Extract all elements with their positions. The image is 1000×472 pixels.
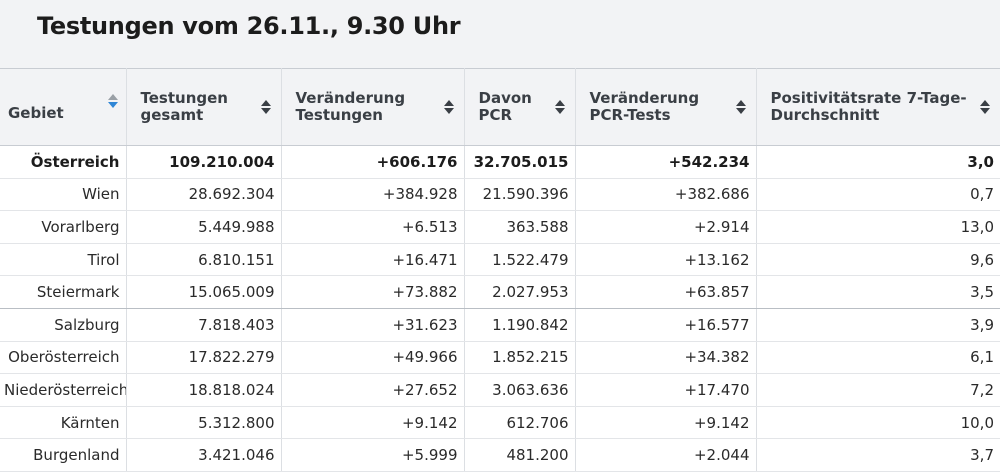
column-header-positivitaetsrate[interactable]: Positivitätsrate 7-Tage-Durchschnitt <box>756 68 1000 146</box>
page-title: Testungen vom 26.11., 9.30 Uhr <box>37 12 461 40</box>
testungen-table: Gebiet Testungen gesamt Veränderung Test… <box>0 68 1000 472</box>
cell-testungen: 5.312.800 <box>126 406 282 440</box>
cell-pcr: 2.027.953 <box>464 275 576 309</box>
sort-arrows-icon[interactable] <box>554 99 565 115</box>
column-header-label: Testungen gesamt <box>140 89 228 124</box>
cell-testungen: 3.421.046 <box>126 438 282 472</box>
table-row: Salzburg 7.818.403 +31.623 1.190.842 +16… <box>0 308 1000 342</box>
cell-testungen: 7.818.403 <box>126 308 282 342</box>
table-row: Steiermark 15.065.009 +73.882 2.027.953 … <box>0 275 1000 309</box>
column-header-label: Veränderung Testungen <box>295 89 406 124</box>
cell-gebiet: Vorarlberg <box>0 210 127 244</box>
cell-gebiet: Burgenland <box>0 438 127 472</box>
sort-arrows-icon[interactable] <box>107 93 118 109</box>
cell-testungen: 6.810.151 <box>126 243 282 277</box>
cell-gebiet: Niederösterreich <box>0 373 127 407</box>
cell-pcr-veraenderung: +13.162 <box>575 243 757 277</box>
cell-veraenderung: +6.513 <box>281 210 465 244</box>
title-bar: Testungen vom 26.11., 9.30 Uhr <box>0 0 1000 68</box>
cell-pcr-veraenderung: +542.234 <box>575 145 757 179</box>
cell-pcr-veraenderung: +2.044 <box>575 438 757 472</box>
table-row: Niederösterreich 18.818.024 +27.652 3.06… <box>0 373 1000 407</box>
cell-pcr: 1.852.215 <box>464 341 576 375</box>
cell-pcr-veraenderung: +17.470 <box>575 373 757 407</box>
cell-pcr-veraenderung: +63.857 <box>575 275 757 309</box>
sort-arrows-icon[interactable] <box>443 99 454 115</box>
cell-pcr: 1.522.479 <box>464 243 576 277</box>
cell-pcr: 481.200 <box>464 438 576 472</box>
cell-veraenderung: +5.999 <box>281 438 465 472</box>
sort-arrows-icon[interactable] <box>260 99 271 115</box>
cell-rate: 13,0 <box>756 210 1000 244</box>
cell-veraenderung: +73.882 <box>281 275 465 309</box>
cell-rate: 3,5 <box>756 275 1000 309</box>
column-header-label: Gebiet <box>8 103 64 122</box>
table-row: Tirol 6.810.151 +16.471 1.522.479 +13.16… <box>0 243 1000 277</box>
cell-gebiet: Wien <box>0 178 127 212</box>
cell-veraenderung: +49.966 <box>281 341 465 375</box>
cell-testungen: 18.818.024 <box>126 373 282 407</box>
cell-veraenderung: +31.623 <box>281 308 465 342</box>
cell-gebiet: Österreich <box>0 145 127 179</box>
cell-rate: 10,0 <box>756 406 1000 440</box>
column-header-testungen-gesamt[interactable]: Testungen gesamt <box>126 68 282 146</box>
cell-gebiet: Steiermark <box>0 275 127 309</box>
column-header-label: Davon PCR <box>478 89 532 124</box>
cell-gebiet: Kärnten <box>0 406 127 440</box>
table-row: Burgenland 3.421.046 +5.999 481.200 +2.0… <box>0 438 1000 472</box>
cell-rate: 3,7 <box>756 438 1000 472</box>
cell-veraenderung: +384.928 <box>281 178 465 212</box>
cell-veraenderung: +9.142 <box>281 406 465 440</box>
cell-rate: 7,2 <box>756 373 1000 407</box>
cell-testungen: 28.692.304 <box>126 178 282 212</box>
table-row: Kärnten 5.312.800 +9.142 612.706 +9.142 … <box>0 406 1000 440</box>
cell-pcr: 21.590.396 <box>464 178 576 212</box>
table-row: Vorarlberg 5.449.988 +6.513 363.588 +2.9… <box>0 210 1000 244</box>
column-header-gebiet[interactable]: Gebiet <box>0 68 127 146</box>
column-header-label: Positivitätsrate 7-Tage-Durchschnitt <box>770 89 967 124</box>
cell-rate: 3,9 <box>756 308 1000 342</box>
sort-arrows-icon[interactable] <box>980 99 990 115</box>
cell-pcr: 32.705.015 <box>464 145 576 179</box>
cell-pcr: 363.588 <box>464 210 576 244</box>
cell-pcr: 612.706 <box>464 406 576 440</box>
cell-testungen: 17.822.279 <box>126 341 282 375</box>
cell-veraenderung: +27.652 <box>281 373 465 407</box>
cell-rate: 6,1 <box>756 341 1000 375</box>
sort-arrows-icon[interactable] <box>735 99 746 115</box>
table-row: Oberösterreich 17.822.279 +49.966 1.852.… <box>0 341 1000 375</box>
cell-testungen: 5.449.988 <box>126 210 282 244</box>
cell-pcr: 1.190.842 <box>464 308 576 342</box>
column-header-label: Veränderung PCR-Tests <box>589 89 700 124</box>
cell-veraenderung: +16.471 <box>281 243 465 277</box>
cell-testungen: 15.065.009 <box>126 275 282 309</box>
cell-rate: 9,6 <box>756 243 1000 277</box>
column-header-veraenderung-testungen[interactable]: Veränderung Testungen <box>281 68 465 146</box>
table-row-total: Österreich 109.210.004 +606.176 32.705.0… <box>0 145 1000 179</box>
cell-rate: 0,7 <box>756 178 1000 212</box>
cell-gebiet: Tirol <box>0 243 127 277</box>
column-header-davon-pcr[interactable]: Davon PCR <box>464 68 576 146</box>
table-header-row: Gebiet Testungen gesamt Veränderung Test… <box>0 68 1000 146</box>
cell-pcr-veraenderung: +16.577 <box>575 308 757 342</box>
cell-pcr-veraenderung: +382.686 <box>575 178 757 212</box>
cell-rate: 3,0 <box>756 145 1000 179</box>
cell-gebiet: Salzburg <box>0 308 127 342</box>
column-header-veraenderung-pcr-tests[interactable]: Veränderung PCR-Tests <box>575 68 757 146</box>
cell-pcr-veraenderung: +34.382 <box>575 341 757 375</box>
cell-pcr-veraenderung: +2.914 <box>575 210 757 244</box>
cell-testungen: 109.210.004 <box>126 145 282 179</box>
cell-gebiet: Oberösterreich <box>0 341 127 375</box>
table-row: Wien 28.692.304 +384.928 21.590.396 +382… <box>0 178 1000 212</box>
cell-pcr-veraenderung: +9.142 <box>575 406 757 440</box>
cell-veraenderung: +606.176 <box>281 145 465 179</box>
cell-pcr: 3.063.636 <box>464 373 576 407</box>
